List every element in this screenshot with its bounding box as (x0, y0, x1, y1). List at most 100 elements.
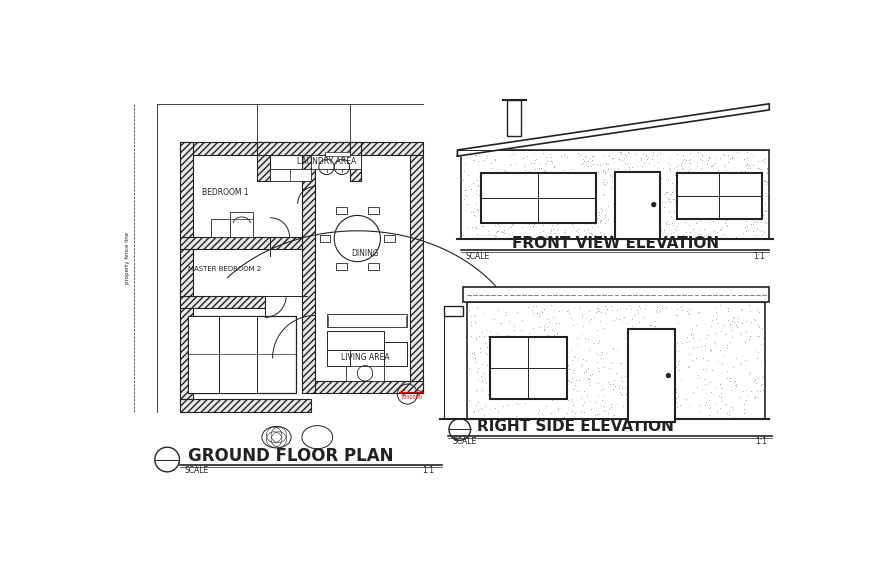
Point (662, 161, 676, 170)
Point (557, 183, 571, 192)
Point (655, 365, 669, 374)
Point (631, 392, 645, 401)
Point (733, 211, 746, 221)
Point (574, 312, 588, 321)
Point (642, 172, 656, 181)
Point (634, 213, 648, 222)
Point (607, 232, 621, 241)
Point (503, 204, 517, 213)
Bar (302, 156, 315, 392)
Point (565, 205, 579, 214)
Point (655, 333, 669, 342)
Point (647, 317, 661, 326)
Point (746, 217, 760, 226)
Point (738, 396, 752, 405)
Text: DINING: DINING (351, 249, 379, 259)
Point (532, 188, 546, 198)
Point (540, 183, 554, 192)
Point (483, 163, 497, 172)
Point (703, 168, 717, 177)
Point (751, 163, 765, 172)
Point (647, 391, 661, 400)
Point (684, 324, 698, 334)
Point (626, 339, 640, 348)
Point (688, 176, 702, 185)
Point (738, 199, 752, 209)
Point (469, 205, 483, 214)
Point (580, 334, 594, 343)
Point (485, 214, 499, 223)
Point (534, 308, 548, 317)
Point (696, 175, 710, 184)
Point (517, 399, 531, 408)
Point (603, 231, 617, 240)
Point (707, 329, 721, 338)
Point (470, 397, 484, 407)
Point (530, 360, 544, 369)
Point (609, 346, 623, 355)
Point (593, 353, 607, 362)
Point (626, 192, 640, 201)
Point (662, 166, 676, 176)
Point (488, 381, 501, 390)
Point (488, 189, 502, 198)
Point (604, 399, 618, 408)
Point (629, 181, 643, 190)
Point (489, 211, 503, 220)
Point (597, 169, 611, 178)
Point (746, 209, 760, 218)
Bar (326, 331, 384, 350)
Point (653, 149, 667, 158)
Point (488, 155, 501, 164)
Point (717, 229, 731, 238)
Point (665, 228, 679, 237)
Point (565, 400, 579, 409)
Point (748, 191, 762, 200)
Point (722, 377, 736, 386)
Point (670, 392, 684, 401)
Point (544, 224, 558, 233)
Point (611, 164, 625, 173)
Point (726, 378, 740, 387)
Point (523, 175, 537, 184)
Point (525, 222, 539, 231)
Point (652, 199, 666, 209)
Point (740, 225, 754, 234)
Point (490, 392, 504, 401)
Point (546, 191, 560, 200)
Point (593, 217, 607, 226)
Point (702, 346, 716, 355)
Point (625, 321, 639, 331)
Point (460, 154, 474, 163)
Point (596, 150, 610, 160)
Point (727, 180, 741, 190)
Point (649, 308, 663, 317)
Point (530, 213, 544, 222)
Point (574, 361, 587, 370)
Point (670, 318, 684, 327)
Point (749, 331, 763, 340)
Point (668, 384, 682, 393)
Point (634, 161, 648, 170)
Point (561, 376, 575, 385)
Point (527, 172, 541, 181)
Point (537, 373, 551, 382)
Point (700, 403, 714, 412)
Point (710, 174, 724, 183)
Point (738, 317, 752, 326)
Point (589, 409, 603, 418)
Point (662, 363, 676, 372)
Point (693, 372, 706, 381)
Point (685, 356, 699, 365)
Point (673, 172, 687, 181)
Point (658, 373, 672, 382)
Point (582, 317, 596, 326)
Point (547, 330, 561, 339)
Point (539, 153, 553, 162)
Point (620, 162, 634, 172)
Point (461, 396, 475, 405)
Point (586, 208, 600, 217)
Point (467, 311, 481, 320)
Point (674, 188, 688, 198)
Point (570, 170, 584, 180)
